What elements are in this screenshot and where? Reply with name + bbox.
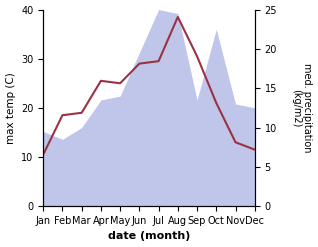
Y-axis label: med. precipitation
(kg/m2): med. precipitation (kg/m2): [291, 63, 313, 153]
Y-axis label: max temp (C): max temp (C): [5, 72, 16, 144]
X-axis label: date (month): date (month): [108, 231, 190, 242]
